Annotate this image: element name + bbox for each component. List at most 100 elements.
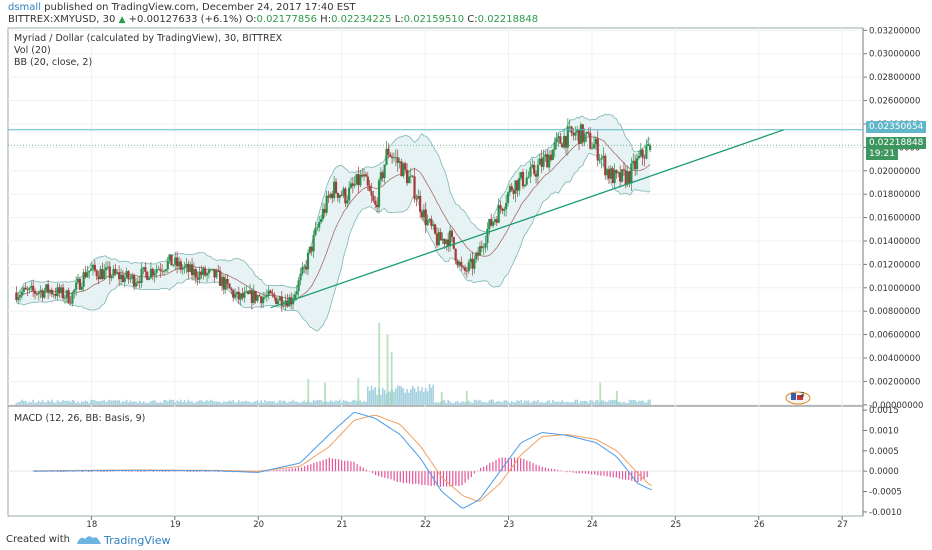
tradingview-brand[interactable]: TradingView (104, 534, 171, 547)
volume-bar (525, 400, 528, 405)
candle-body (291, 299, 295, 305)
volume-bar (520, 399, 522, 405)
candle-body (106, 266, 110, 268)
candle-body (420, 211, 424, 218)
candle-body (110, 276, 113, 279)
candle-body (190, 264, 194, 276)
volume-bar (62, 399, 64, 405)
candle-body (101, 269, 104, 279)
candle-body (153, 272, 156, 276)
candle-body (213, 268, 216, 278)
volume-bar (47, 400, 49, 405)
volume-bar (589, 399, 592, 405)
candle-body (454, 248, 457, 261)
price-tick-label: 0.02800000 (869, 73, 920, 83)
volume-bar (249, 401, 251, 405)
candle-body (632, 160, 635, 164)
candle-body (181, 268, 184, 270)
candle-body (544, 154, 547, 157)
candle-body (39, 290, 42, 293)
candle-body (30, 285, 33, 288)
volume-bar (507, 401, 509, 405)
candle-body (400, 161, 403, 177)
earnings-flag-icon[interactable]: 3 (785, 391, 811, 405)
candle-body (413, 176, 416, 199)
volume-bar (385, 393, 388, 405)
candle-body (510, 186, 513, 191)
candle-body (615, 169, 618, 174)
chart-svg[interactable]: 0.03200000 0.03000000 0.02800000 0.02600000… (0, 0, 932, 528)
volume-bar (608, 400, 610, 405)
bb-fill (16, 114, 651, 331)
volume-bar (264, 399, 266, 405)
candle-body (405, 169, 409, 184)
volume-bar (464, 402, 466, 405)
volume-bar (236, 402, 238, 405)
candle-body (329, 193, 332, 198)
volume-bar (350, 401, 352, 405)
volume-bar (180, 399, 182, 405)
candle-body (576, 129, 579, 133)
candle-body (430, 218, 433, 226)
volume-bar (73, 400, 76, 405)
volume-bar (275, 403, 277, 405)
candle-body (220, 277, 224, 286)
macd-tick-label: 0.0010 (869, 426, 899, 436)
candle-body (448, 230, 452, 247)
volume-bar (587, 402, 590, 405)
candle-body (247, 291, 250, 294)
candle-body (473, 259, 476, 269)
candle-body (361, 174, 364, 177)
price-tick-label: 0.01600000 (869, 214, 920, 224)
volume-bar (146, 402, 149, 405)
candle-body (248, 290, 252, 294)
candle-body (630, 163, 633, 184)
volume-bar (408, 392, 410, 405)
volume-bar (338, 399, 341, 405)
candle-body (477, 252, 480, 256)
price-axis[interactable]: 0.03200000 0.03000000 0.02800000 0.02600000… (863, 26, 923, 411)
candle-body (189, 264, 192, 272)
candle-body (144, 267, 147, 272)
candle-body (353, 184, 356, 186)
candle-body (243, 292, 246, 298)
candle-body (305, 266, 308, 270)
volume-bar (451, 402, 453, 405)
volume-bar (404, 392, 406, 405)
time-axis[interactable]: 18 19 20 21 22 23 24 25 26 27 (86, 516, 848, 528)
volume-bar (495, 401, 498, 405)
legend-title[interactable]: Myriad / Dollar (calculated by TradingVi… (14, 33, 283, 44)
close-label: C: (467, 14, 478, 25)
candle-body (151, 268, 154, 276)
candle-body (198, 271, 201, 280)
candle-body (534, 173, 538, 177)
candle-body (262, 297, 265, 304)
volume-bar (28, 401, 31, 405)
volume-bar (376, 394, 378, 405)
volume-bar (402, 388, 405, 405)
volume-bar (223, 401, 225, 405)
author-link[interactable]: dsmall (8, 2, 41, 13)
macd-axis[interactable]: 0.0015 0.0010 0.0005 0.0000 -0.0005 -0.0010 (863, 406, 902, 518)
volume-bar (200, 400, 203, 405)
candle-body (241, 293, 244, 298)
ohlc-line: BITTREX:XMYUSD, 30 ▲ +0.00127633 (+6.1%)… (8, 14, 538, 25)
candle-body (497, 205, 500, 223)
candle-body (50, 290, 53, 295)
time-tick-label: 24 (587, 520, 598, 528)
candle-body (99, 269, 102, 280)
legend-bb[interactable]: BB (20, close, 2) (14, 57, 92, 68)
tradingview-logo-icon[interactable] (76, 532, 102, 546)
legend-vol[interactable]: Vol (20) (14, 45, 51, 56)
volume-bar (619, 401, 621, 405)
last-price-tag: 0.02218848 (866, 137, 927, 149)
drawn-lines[interactable] (8, 129, 863, 309)
legend-macd[interactable]: MACD (12, 26, BB: Basis, 9) (14, 413, 145, 424)
candle-body (594, 138, 597, 145)
volume-bar (228, 400, 231, 405)
macd-line (33, 411, 653, 509)
volume-bar (312, 399, 315, 405)
volume-bar (492, 399, 494, 405)
volume-bar (174, 402, 177, 405)
candle-body (529, 167, 532, 177)
